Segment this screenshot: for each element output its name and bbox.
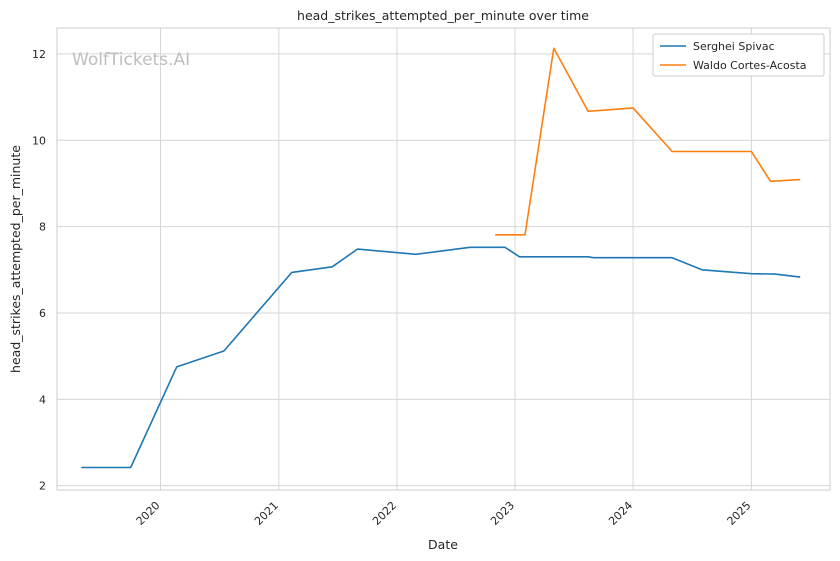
x-tick-label: 2022	[370, 499, 399, 528]
y-axis-ticks: 2 4 6 8 10 12	[32, 48, 46, 493]
legend-label-waldo-cortes-acosta: Waldo Cortes-Acosta	[693, 59, 807, 72]
y-tick-label: 12	[32, 48, 46, 61]
y-tick-label: 6	[39, 307, 46, 320]
y-tick-label: 10	[32, 134, 46, 147]
y-tick-label: 8	[39, 221, 46, 234]
y-axis-label: head_strikes_attempted_per_minute	[8, 145, 23, 373]
legend: Serghei Spivac Waldo Cortes-Acosta	[652, 33, 825, 77]
series-line-serghei-spivac	[81, 246, 801, 469]
x-tick-label: 2021	[252, 499, 281, 528]
grid-lines	[57, 28, 830, 490]
x-tick-label: 2023	[488, 499, 517, 528]
series-lines	[81, 47, 801, 469]
watermark: WolfTickets.AI	[72, 50, 190, 70]
y-tick-label: 4	[39, 393, 46, 406]
x-tick-label: 2024	[606, 499, 635, 528]
x-tick-label: 2025	[725, 499, 754, 528]
plot-frame	[56, 27, 831, 491]
chart-title: head_strikes_attempted_per_minute over t…	[297, 8, 589, 23]
y-tick-label: 2	[39, 480, 46, 493]
legend-box	[652, 33, 825, 77]
legend-label-serghei-spivac: Serghei Spivac	[693, 40, 775, 53]
x-tick-label: 2020	[134, 499, 163, 528]
x-axis-ticks: 2020 2021 2022 2023 2024 2025	[134, 499, 754, 528]
x-axis-label: Date	[428, 537, 458, 552]
series-line-waldo-cortes-acosta	[495, 47, 801, 236]
